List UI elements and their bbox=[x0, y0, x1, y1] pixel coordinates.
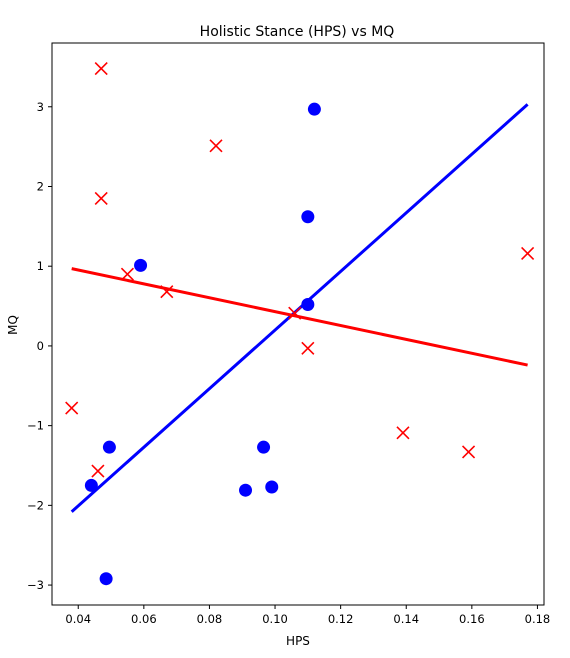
y-axis: −3 −2 −1 0 1 2 3 bbox=[27, 100, 52, 592]
x-tick-label: 0.18 bbox=[525, 612, 551, 626]
data-point bbox=[257, 441, 270, 454]
data-point bbox=[92, 465, 104, 477]
x-tick-label: 0.16 bbox=[459, 612, 485, 626]
data-point bbox=[210, 140, 222, 152]
y-tick-label: 0 bbox=[37, 339, 44, 353]
data-point bbox=[301, 210, 314, 223]
data-point bbox=[121, 268, 133, 280]
x-tick-label: 0.10 bbox=[262, 612, 288, 626]
data-point bbox=[134, 259, 147, 272]
y-tick-label: −1 bbox=[27, 419, 44, 433]
data-point bbox=[85, 479, 98, 492]
y-tick-label: 2 bbox=[37, 179, 44, 193]
plot-frame bbox=[52, 43, 544, 605]
series-1 bbox=[72, 103, 528, 586]
x-tick-label: 0.08 bbox=[197, 612, 223, 626]
x-tick-label: 0.06 bbox=[131, 612, 157, 626]
data-point bbox=[95, 192, 107, 204]
data-point bbox=[66, 402, 78, 414]
data-point bbox=[265, 481, 278, 494]
data-point bbox=[239, 484, 252, 497]
series-2-trend-line bbox=[72, 269, 528, 365]
x-axis-label: HPS bbox=[286, 634, 310, 648]
data-point bbox=[289, 307, 301, 319]
y-tick-label: 1 bbox=[37, 259, 44, 273]
data-point bbox=[302, 342, 314, 354]
y-tick-label: −2 bbox=[27, 498, 44, 512]
y-axis-label: MQ bbox=[6, 315, 20, 335]
y-tick-label: −3 bbox=[27, 578, 44, 592]
data-point bbox=[100, 572, 113, 585]
x-tick-label: 0.04 bbox=[65, 612, 91, 626]
chart-title: Holistic Stance (HPS) vs MQ bbox=[200, 24, 395, 40]
plot-area bbox=[66, 63, 534, 586]
data-point bbox=[522, 247, 534, 259]
x-axis: 0.04 0.06 0.08 0.10 0.12 0.14 0.16 0.18 bbox=[65, 605, 550, 626]
data-point bbox=[301, 298, 314, 311]
data-point bbox=[308, 103, 321, 116]
y-tick-label: 3 bbox=[37, 100, 44, 114]
x-tick-label: 0.14 bbox=[393, 612, 419, 626]
data-point bbox=[397, 427, 409, 439]
data-point bbox=[103, 441, 116, 454]
data-point bbox=[95, 63, 107, 75]
x-tick-label: 0.12 bbox=[328, 612, 354, 626]
data-point bbox=[463, 446, 475, 458]
